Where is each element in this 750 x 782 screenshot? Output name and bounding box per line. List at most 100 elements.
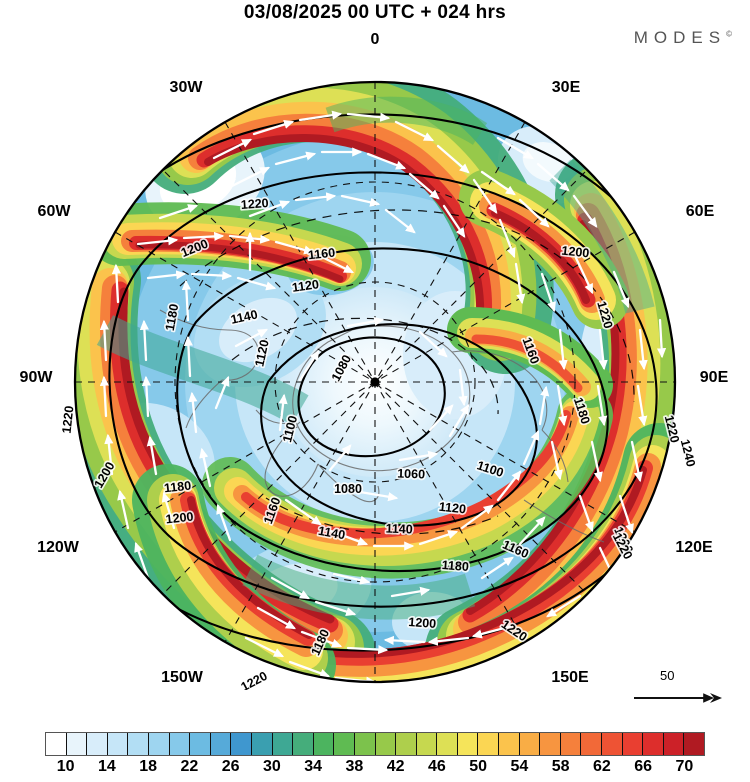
contour-label-1080: 1080 [334,482,362,496]
modes-logo-text: MODES [633,28,727,47]
contour-label-1060: 1060 [397,467,425,482]
vector-scale-arrow-icon [634,693,722,703]
contour-label-halo: 1220 [240,196,269,212]
modes-logo: MODES© [634,28,732,48]
colorbar-cell[interactable] [499,733,520,755]
meridian-label-150E: 150E [551,669,589,686]
contour-label-1200: 1200 [561,244,590,261]
contour-label-halo: 1120 [291,277,320,295]
contour-label-1100: 1100 [280,414,300,444]
colorbar-cell[interactable] [334,733,355,755]
colorbar-cell[interactable] [478,733,500,755]
colorbar-cell[interactable] [560,733,582,755]
colorbar-tick-66: 66 [634,758,653,775]
colorbar-cell[interactable] [293,733,314,755]
contour-label-halo: 1140 [317,524,346,543]
colorbar-cell[interactable] [375,733,397,755]
colorbar-cell[interactable] [66,733,88,755]
colorbar-tick-46: 46 [427,758,446,775]
meridian-label-90E: 90E [700,369,729,386]
contour-label-1220: 1220 [240,196,269,212]
jet-core-east-mid [447,307,613,408]
polar-map[interactable]: 1220 1220 1200 1200 1160 1160 1120 1120 1200 1200… [0,30,750,690]
wind-vectors [99,110,667,682]
colorbar-tick-30: 30 [262,758,281,775]
colorbar-cell[interactable] [354,733,376,755]
contour-label-halo: 1180 [163,479,191,496]
contour-label-1200: 1200 [165,510,194,527]
colorbar-cell[interactable] [540,733,561,755]
meridian-label-120W: 120W [37,539,80,556]
colorbar-cell[interactable] [396,733,417,755]
contour-label-1220: 1220 [239,669,270,690]
contour-label-halo: 1200 [408,615,437,631]
colorbar-tick-58: 58 [551,758,570,775]
contour-label-1140: 1140 [229,307,258,326]
copyright-icon: © [726,29,732,39]
colorbar-cell[interactable] [190,733,211,755]
contour-label-1180: 1180 [163,303,182,332]
colorbar-swatches[interactable] [45,732,705,756]
meridian-label-90W: 90W [20,369,54,386]
contour-label-halo: 1080 [334,482,362,496]
secondary-contours [179,209,635,535]
contour-label-halo: 1200 [561,244,590,261]
contour-label-halo: 1160 [307,246,335,263]
colorbar-cell[interactable] [231,733,252,755]
south-pole-marker [370,377,380,387]
colorbar-ticks: 10 14 18 22 26 30 34 38 42 46 50 54 58 62 66 70 [0,758,750,782]
colorbar-cell[interactable] [46,733,67,755]
contour-label-halo: 1220 [60,405,77,434]
colorbar-tick-62: 62 [592,758,611,775]
page-title: 03/08/2025 00 UTC + 024 hrs [243,2,507,23]
contour-label-1120: 1120 [291,277,320,295]
colorbar-cell[interactable] [602,733,623,755]
colorbar-cell[interactable] [416,733,438,755]
colorbar-cell[interactable] [643,733,664,755]
contour-label-1180: 1180 [441,558,469,574]
contour-label-halo: 1200 [165,510,194,527]
colorbar-tick-54: 54 [510,758,529,775]
colorbar-cell[interactable] [581,733,603,755]
colorbar-cell[interactable] [684,733,704,755]
colorbar-tick-22: 22 [180,758,199,775]
colorbar-cell[interactable] [210,733,232,755]
colorbar-cell[interactable] [272,733,294,755]
colorbar-cell[interactable] [107,733,129,755]
colorbar-cell[interactable] [437,733,458,755]
colorbar-cell[interactable] [87,733,108,755]
meridian-label-0: 0 [371,31,380,48]
contour-label-1180: 1180 [163,479,191,496]
globe-outline [73,80,677,684]
colorbar-cell[interactable] [313,733,335,755]
colorbar-cell[interactable] [663,733,685,755]
colorbar-cell[interactable] [457,733,479,755]
colorbar-cell[interactable] [169,733,191,755]
contour-label-halo: 1180 [441,558,469,574]
colorbar-cell[interactable] [128,733,149,755]
contour-label-1240: 1240 [678,438,698,468]
colorbar-cell[interactable] [519,733,541,755]
colorbar-tick-38: 38 [345,758,364,775]
meridian-label-120E: 120E [675,539,713,556]
contour-label-1120: 1120 [252,338,271,367]
colorbar-cell[interactable] [622,733,644,755]
colorbar-cell[interactable] [251,733,273,755]
contour-label-1220: 1220 [662,414,682,444]
colorbar-tick-26: 26 [221,758,240,775]
meridian-labels: 030E60E90E120E150E180150W120W90W60W30W [20,31,729,686]
contour-label-halo: 1140 [385,522,413,537]
contour-label-1160: 1160 [307,246,335,263]
meridian-label-60W: 60W [38,203,72,220]
contour-label-1120: 1120 [438,500,466,517]
colorbar-tick-34: 34 [304,758,323,775]
contour-label-halo: 1120 [438,500,466,517]
colorbar-cell[interactable] [148,733,170,755]
colorbar-tick-10: 10 [56,758,75,775]
colorbar[interactable]: 10 14 18 22 26 30 34 38 42 46 50 54 58 62 66 70 [0,728,750,782]
colorbar-tick-42: 42 [386,758,405,775]
colorbar-tick-50: 50 [469,758,488,775]
contour-label-halo: 1060 [397,467,425,482]
meridian-label-30W: 30W [170,79,204,96]
